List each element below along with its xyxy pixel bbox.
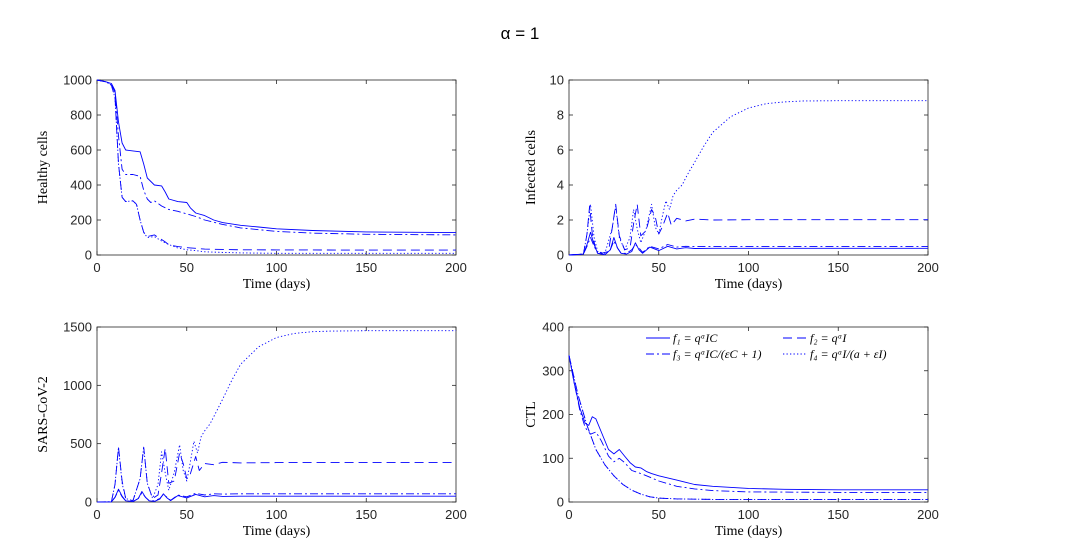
ctl-ytick-label: 400 bbox=[542, 320, 564, 335]
ctl-ytick-label: 200 bbox=[542, 407, 564, 422]
ctl-ytick-label: 300 bbox=[542, 363, 564, 378]
sars-series-f3 bbox=[96, 489, 456, 503]
legend-label-f1: f₁ = qᵅIC bbox=[673, 331, 718, 345]
infected-ylabel: Infected cells bbox=[524, 130, 539, 205]
ctl-xtick-label: 150 bbox=[827, 507, 849, 522]
sars-ytick-label: 0 bbox=[85, 495, 92, 510]
legend: f₁ = qᵅIC f₂ = qᵅI f₃ = qᵅIC/(εC + 1) f₄ = … bbox=[646, 331, 887, 361]
healthy-series-f3 bbox=[96, 79, 457, 236]
healthy-ytick-label: 200 bbox=[70, 213, 92, 228]
infected-xtick-label: 200 bbox=[917, 260, 939, 275]
infected-ytick-label: 4 bbox=[557, 178, 564, 193]
infected-xtick-label: 50 bbox=[652, 260, 666, 275]
ctl-ylabel: CTL bbox=[524, 401, 539, 427]
infected-ytick-label: 6 bbox=[557, 143, 564, 158]
sars-xtick-label: 50 bbox=[180, 507, 194, 522]
ctl-xtick-label: 200 bbox=[917, 507, 939, 522]
healthy-ytick-label: 800 bbox=[70, 108, 92, 123]
infected-ytick-label: 8 bbox=[557, 108, 564, 123]
infected-xtick-label: 100 bbox=[738, 260, 760, 275]
infected-xlabel: Time (days) bbox=[715, 277, 783, 292]
legend-label-f2: f₂ = qᵅI bbox=[810, 331, 847, 345]
infected-ytick-label: 10 bbox=[550, 73, 564, 88]
sars-ylabel: SARS-CoV-2 bbox=[36, 376, 51, 453]
sars-axes-box bbox=[96, 326, 457, 503]
legend-label-f3: f₃ = qᵅIC/(εC + 1) bbox=[673, 347, 762, 361]
healthy-xlabel: Time (days) bbox=[243, 277, 311, 292]
healthy-series-f4 bbox=[96, 79, 456, 254]
healthy-series-f2 bbox=[96, 79, 456, 251]
ctl-series-f3 bbox=[568, 355, 928, 493]
sars-ytick-label: 1500 bbox=[63, 320, 92, 335]
sars-xtick-label: 150 bbox=[355, 507, 377, 522]
healthy-xtick-label: 150 bbox=[355, 260, 377, 275]
sars-xtick-label: 0 bbox=[93, 507, 100, 522]
healthy-plot: 0 50 100 150 200 0 200 400 600 800 1000 Time (days)… bbox=[36, 73, 467, 293]
ctl-ytick-label: 100 bbox=[542, 451, 564, 466]
healthy-xtick-label: 100 bbox=[266, 260, 288, 275]
ctl-xlabel: Time (days) bbox=[715, 524, 783, 539]
figure-title: α = 1 bbox=[501, 24, 540, 43]
ctl-plot: 0 50 100 150 200 0 100 200 300 400 Time (days) CTL f… bbox=[524, 320, 939, 540]
ctl-xtick-label: 100 bbox=[738, 507, 760, 522]
sars-series-f2 bbox=[96, 446, 456, 503]
ctl-axes-box bbox=[568, 326, 929, 503]
infected-ytick-label: 0 bbox=[557, 248, 564, 263]
infected-plot: 0 50 100 150 200 0 2 4 6 8 10 Time (days) Infected c… bbox=[524, 73, 939, 293]
healthy-ytick-label: 600 bbox=[70, 143, 92, 158]
ctl-ytick-label: 0 bbox=[557, 495, 564, 510]
ctl-xtick-label: 50 bbox=[652, 507, 666, 522]
healthy-xtick-label: 0 bbox=[93, 260, 100, 275]
healthy-series-f1 bbox=[96, 79, 457, 234]
sars-ytick-label: 1000 bbox=[63, 378, 92, 393]
infected-series-f3 bbox=[568, 237, 928, 256]
ctl-series-f4 bbox=[568, 355, 928, 500]
sars-plot: 0 50 100 150 200 0 500 1000 1500 Time (days) SARS-… bbox=[36, 320, 467, 540]
ctl-series-f1 bbox=[568, 355, 928, 491]
healthy-xtick-label: 200 bbox=[445, 260, 467, 275]
infected-xtick-label: 0 bbox=[565, 260, 572, 275]
healthy-xtick-label: 50 bbox=[180, 260, 194, 275]
infected-ytick-label: 2 bbox=[557, 213, 564, 228]
healthy-ylabel: Healthy cells bbox=[36, 131, 51, 204]
legend-label-f4: f₄ = qᵅI/(a + εI) bbox=[810, 347, 887, 361]
healthy-ytick-label: 400 bbox=[70, 178, 92, 193]
healthy-ytick-label: 1000 bbox=[63, 73, 92, 88]
sars-ytick-label: 500 bbox=[70, 436, 92, 451]
infected-series-f2 bbox=[568, 203, 928, 256]
infected-axes-box bbox=[568, 79, 929, 256]
sars-xtick-label: 100 bbox=[266, 507, 288, 522]
infected-xtick-label: 150 bbox=[827, 260, 849, 275]
healthy-ytick-label: 0 bbox=[85, 248, 92, 263]
healthy-axes-box bbox=[96, 79, 457, 256]
sars-xlabel: Time (days) bbox=[243, 524, 311, 539]
sars-xtick-label: 200 bbox=[445, 507, 467, 522]
ctl-xtick-label: 0 bbox=[565, 507, 572, 522]
